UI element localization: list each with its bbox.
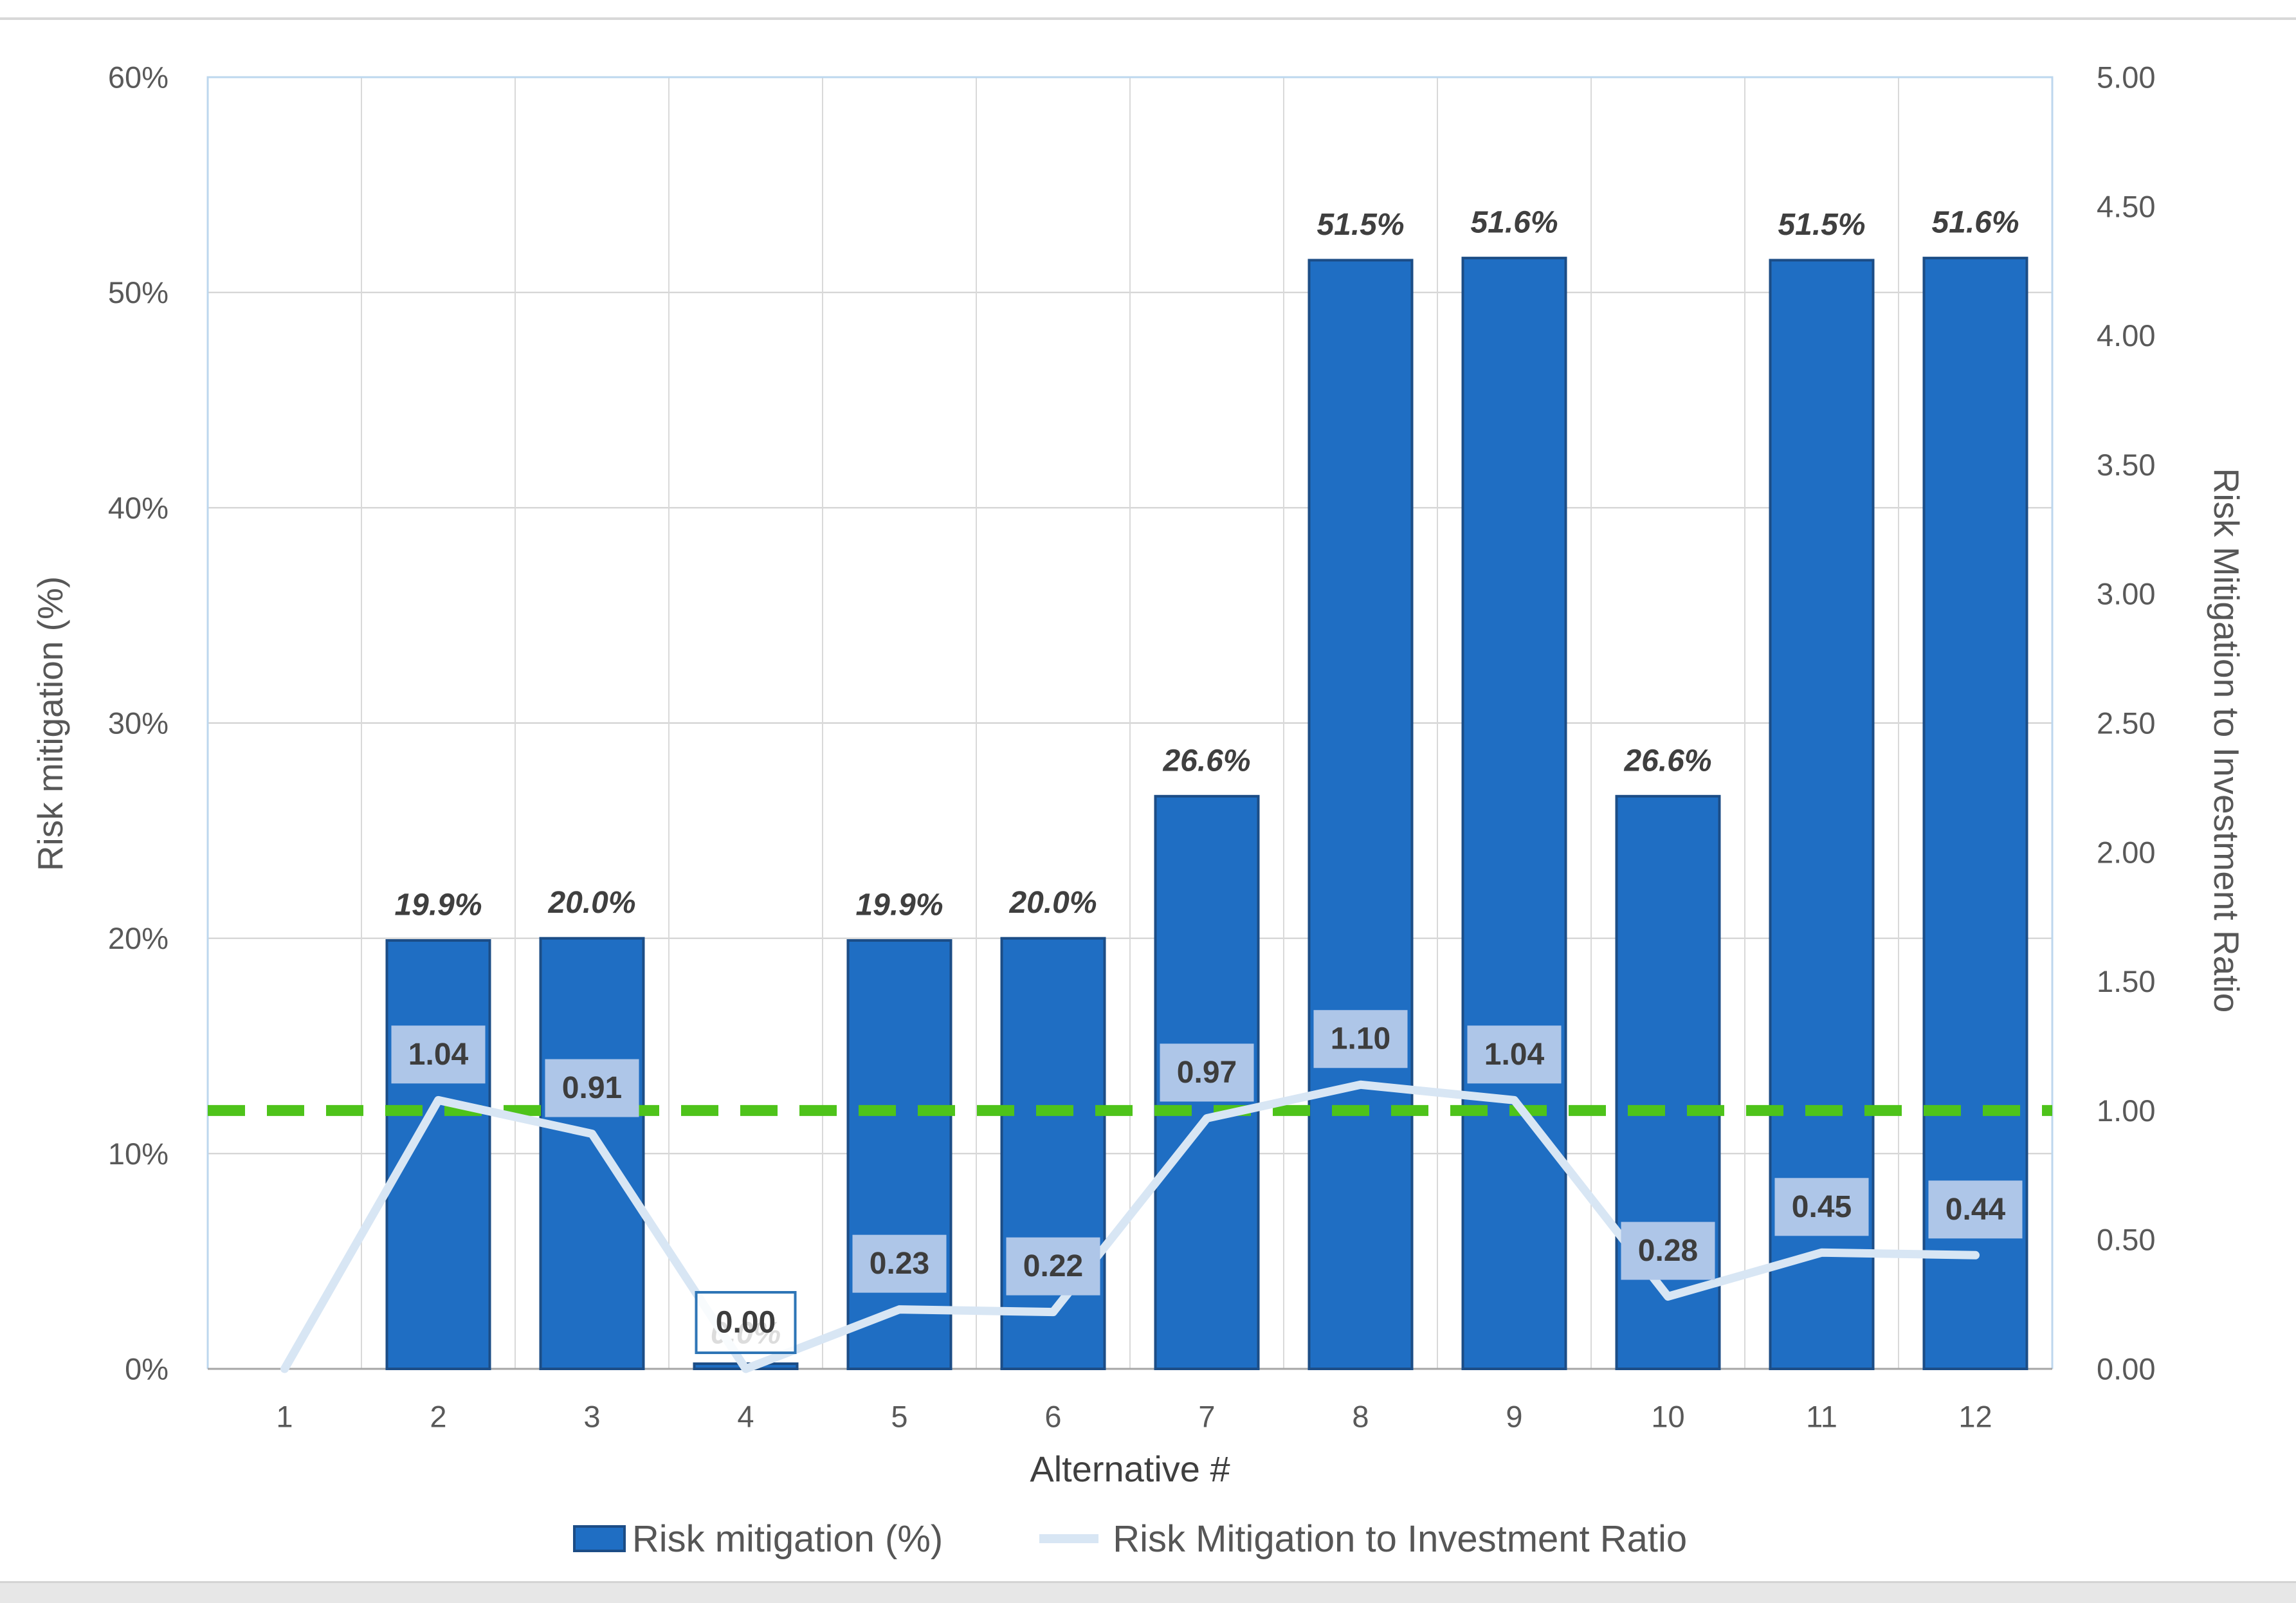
y-right-tick-label: 3.00 [2097, 577, 2155, 611]
line-point-label-text: 0.22 [1023, 1249, 1083, 1283]
line-point-label-text: 0.00 [716, 1306, 776, 1340]
y-right-tick-label: 1.00 [2097, 1094, 2155, 1128]
bar-value-label: 26.6% [1162, 744, 1250, 778]
line-point-label-text: 0.45 [1792, 1190, 1852, 1224]
y-right-tick-label: 5.00 [2097, 60, 2155, 95]
ratio-line[interactable] [280, 1080, 1980, 1373]
y-left-tick-label: 30% [108, 706, 169, 740]
chart-legend: Risk mitigation (%) Risk Mitigation to I… [208, 1513, 2052, 1564]
line-point-label-text: 1.10 [1331, 1022, 1390, 1056]
line-point-label[interactable] [1928, 1180, 2023, 1239]
x-tick-label: 12 [1958, 1400, 1992, 1434]
y-right-tick-label: 2.50 [2097, 706, 2155, 740]
window-bottom-border [0, 1581, 2296, 1603]
line-series-swatch-icon [1039, 1534, 1099, 1543]
bar[interactable] [846, 939, 952, 1370]
y-left-tick-label: 10% [108, 1137, 169, 1171]
line-point-label-text: 0.23 [870, 1247, 929, 1281]
legend-label-line-series: Risk Mitigation to Investment Ratio [1113, 1517, 1688, 1560]
y-right-tick-label: 0.50 [2097, 1223, 2155, 1257]
line-point-label[interactable] [1313, 1010, 1408, 1068]
y-left-tick-label: 60% [108, 60, 169, 95]
y-left-tick-label: 20% [108, 921, 169, 955]
bar-value-label: 51.5% [1317, 208, 1404, 242]
x-tick-label: 10 [1651, 1400, 1684, 1434]
bar-value-label: 19.9% [855, 888, 943, 922]
bar-value-label: 51.5% [1778, 208, 1865, 242]
line-point-label[interactable] [1621, 1222, 1715, 1280]
y-right-tick-label: 4.00 [2097, 318, 2155, 353]
line-point-label[interactable] [1006, 1237, 1100, 1296]
bar-value-label: 20.0% [547, 886, 635, 920]
bar[interactable] [1461, 257, 1567, 1370]
line-point-label-text: 1.04 [408, 1038, 469, 1072]
x-tick-label: 1 [276, 1400, 293, 1434]
legend-item-line-series[interactable]: Risk Mitigation to Investment Ratio [1039, 1517, 1687, 1561]
x-tick-label: 7 [1198, 1400, 1215, 1434]
bar-value-label: 19.9% [394, 888, 482, 922]
bar-series-swatch-icon [572, 1525, 626, 1552]
y-right-tick-label: 0.00 [2097, 1352, 2155, 1386]
x-tick-label: 4 [737, 1400, 754, 1434]
bar-value-label: 26.6% [1623, 744, 1711, 778]
line-point-label[interactable] [391, 1025, 486, 1084]
bar[interactable] [1307, 259, 1414, 1370]
line-point-label[interactable] [1774, 1178, 1869, 1236]
x-axis-title: Alternative # [1030, 1449, 1230, 1489]
y-left-tick-label: 0% [125, 1352, 169, 1386]
line-point-label[interactable] [1467, 1025, 1562, 1084]
line-point-label-text: 1.04 [1484, 1038, 1545, 1072]
line-point-label[interactable] [1160, 1043, 1254, 1102]
x-tick-label: 11 [1806, 1400, 1837, 1434]
x-tick-label: 6 [1044, 1400, 1061, 1434]
bar-value-label: 51.6% [1931, 206, 2019, 240]
left-axis-title: Risk mitigation (%) [30, 576, 70, 872]
legend-item-bar-series[interactable]: Risk mitigation (%) [572, 1517, 943, 1561]
y-right-tick-label: 2.00 [2097, 835, 2155, 869]
x-tick-label: 2 [430, 1400, 446, 1434]
x-tick-label: 9 [1506, 1400, 1522, 1434]
x-tick-label: 8 [1352, 1400, 1369, 1434]
line-point-label[interactable] [852, 1234, 947, 1293]
bar[interactable] [385, 939, 491, 1370]
y-right-tick-label: 3.50 [2097, 448, 2155, 482]
bar-value-label: 20.0% [1008, 886, 1097, 920]
plot-border [206, 76, 2054, 1369]
right-axis-title: Risk Mitigation to Investment Ratio [2207, 468, 2246, 1013]
window-top-border [0, 17, 2296, 20]
x-tick-label: 3 [583, 1400, 600, 1434]
bar[interactable] [539, 937, 645, 1370]
line-point-label[interactable] [545, 1059, 639, 1117]
y-left-tick-label: 40% [108, 491, 169, 525]
line-point-label-text: 0.91 [562, 1071, 622, 1105]
line-point-label-text: 0.44 [1945, 1193, 2006, 1227]
y-left-tick-label: 50% [108, 275, 169, 309]
line-point-label-selected[interactable] [695, 1291, 797, 1354]
legend-label-bar-series: Risk mitigation (%) [632, 1517, 943, 1560]
y-right-tick-label: 4.50 [2097, 189, 2155, 223]
x-tick-label: 5 [891, 1400, 907, 1434]
bar-value-label: 51.6% [1470, 206, 1558, 240]
line-point-label-text: 0.28 [1638, 1234, 1698, 1268]
bar[interactable] [1000, 937, 1106, 1370]
y-right-tick-label: 1.50 [2097, 964, 2155, 998]
line-point-label-text: 0.97 [1177, 1056, 1237, 1090]
